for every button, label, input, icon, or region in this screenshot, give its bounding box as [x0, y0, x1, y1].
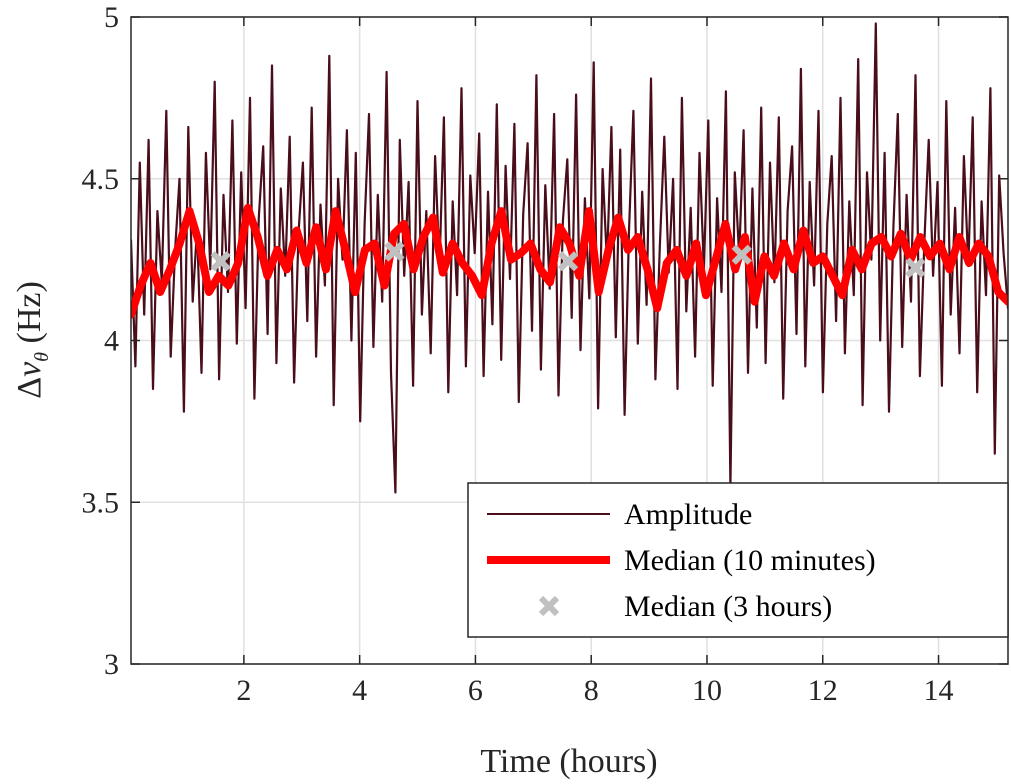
y-tick-label: 4.5	[82, 163, 120, 196]
x-tick-label: 6	[468, 674, 483, 707]
median-3h-marker	[384, 241, 405, 262]
x-tick-label: 4	[352, 674, 367, 707]
marker-stroke	[384, 241, 405, 262]
y-label-sub: θ	[31, 352, 53, 362]
y-tick-label: 5	[104, 1, 119, 34]
median-3h-marker	[557, 251, 579, 272]
y-tick-label: 3.5	[82, 486, 120, 519]
marker-stroke	[210, 251, 231, 272]
legend-median3h-label: Median (3 hours)	[624, 590, 832, 623]
ticks: 2 4 6 8 10 12 14 3 3.5 4 4.5 5	[82, 1, 1008, 707]
median-3h-marker	[731, 244, 752, 265]
x-axis-label: Time (hours)	[480, 743, 657, 780]
y-axis-label: Δνθ (Hz)	[11, 281, 53, 399]
y-tick-label: 3	[104, 648, 119, 681]
x-tick-label: 10	[692, 674, 722, 707]
plot-area	[131, 22, 1008, 494]
median-10min-line	[131, 203, 1008, 319]
legend: Amplitude Median (10 minutes) Median (3 …	[467, 482, 1009, 638]
x-tick-label: 14	[924, 674, 954, 707]
marker-stroke	[731, 244, 752, 265]
marker-stroke	[557, 251, 579, 272]
legend-median3h-swatch	[538, 595, 560, 617]
x-tick-label: 12	[808, 674, 838, 707]
legend-median10-label: Median (10 minutes)	[624, 544, 876, 577]
y-tick-label: 4	[104, 325, 119, 358]
y-label-unit: (Hz)	[11, 281, 48, 352]
legend-amplitude-label: Amplitude	[624, 498, 752, 531]
marker-stroke	[905, 257, 926, 278]
x-tick-label: 2	[236, 674, 251, 707]
y-label-delta: Δ	[11, 377, 48, 399]
y-label-nu: ν	[11, 361, 48, 377]
median-3h-marker	[210, 251, 231, 272]
median-3h-marker	[905, 257, 926, 278]
x-tick-label: 8	[584, 674, 599, 707]
